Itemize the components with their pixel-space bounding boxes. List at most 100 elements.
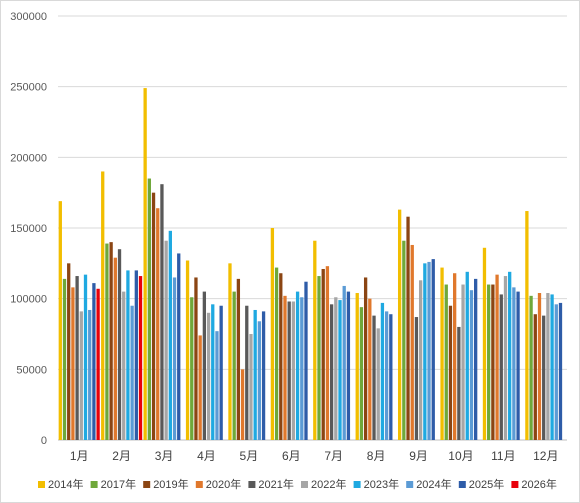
- bar: [126, 270, 130, 440]
- bar: [338, 300, 342, 440]
- legend-label: 2024年: [416, 477, 451, 491]
- bar: [96, 288, 100, 440]
- bar: [274, 267, 279, 440]
- legend-swatch: [90, 481, 98, 488]
- bar: [134, 270, 138, 440]
- bar: [172, 277, 177, 440]
- legend-label: 2017年: [101, 477, 136, 491]
- legend-label: 2020年: [206, 477, 241, 491]
- bar: [355, 293, 359, 440]
- bar: [122, 291, 126, 440]
- bar: [130, 305, 134, 440]
- bar: [406, 216, 410, 440]
- bar: [67, 263, 71, 440]
- bar: [147, 178, 151, 441]
- x-category-label: 6月: [282, 449, 301, 463]
- bar: [533, 314, 537, 440]
- bar: [542, 315, 546, 440]
- bar: [537, 293, 542, 440]
- bar: [62, 278, 67, 440]
- bar: [211, 304, 215, 440]
- bar: [194, 277, 198, 440]
- bar: [291, 301, 296, 440]
- bar: [418, 280, 423, 440]
- bar: [198, 335, 202, 440]
- y-tick-label: 250000: [10, 82, 47, 94]
- x-category-label: 7月: [324, 449, 343, 463]
- bar: [58, 201, 62, 440]
- bar: [113, 257, 117, 440]
- bar: [461, 284, 465, 440]
- bar: [457, 326, 461, 440]
- bar: [228, 263, 232, 440]
- x-category-label: 1月: [70, 449, 89, 463]
- legend-label: 2021年: [258, 477, 293, 491]
- bar: [219, 305, 223, 440]
- bar: [295, 291, 300, 440]
- bar: [487, 284, 491, 440]
- x-category-label: 9月: [409, 449, 428, 463]
- bar: [83, 274, 88, 440]
- bar: [329, 304, 334, 440]
- bar: [363, 277, 368, 440]
- bar: [410, 244, 414, 440]
- legend-swatch: [406, 481, 414, 488]
- bar: [79, 311, 83, 440]
- bar: [143, 88, 147, 440]
- bar: [503, 276, 508, 440]
- bar: [402, 240, 406, 440]
- y-tick-label: 0: [41, 435, 47, 447]
- bar: [245, 305, 249, 440]
- bar: [431, 259, 435, 440]
- legend-label: 2026年: [521, 477, 556, 491]
- bar: [389, 314, 393, 440]
- bar: [317, 276, 321, 440]
- bar: [232, 291, 236, 440]
- bar: [185, 260, 190, 440]
- bar: [529, 295, 533, 440]
- x-category-label: 11月: [491, 449, 515, 463]
- y-tick-label: 100000: [10, 294, 47, 306]
- y-tick-label: 150000: [10, 223, 47, 235]
- legend-label: 2023年: [364, 477, 399, 491]
- bar: [300, 297, 304, 440]
- bar: [249, 334, 253, 440]
- bar: [101, 171, 105, 440]
- legend-label: 2022年: [311, 477, 346, 491]
- bar: [334, 297, 338, 440]
- bar: [156, 208, 160, 440]
- legend-label: 2019年: [153, 477, 188, 491]
- x-category-label: 2月: [112, 449, 131, 463]
- bar: [414, 317, 419, 440]
- bar: [368, 298, 372, 440]
- bar: [190, 297, 194, 440]
- legend-swatch: [143, 481, 151, 488]
- bar: [202, 291, 207, 440]
- bar: [558, 302, 563, 440]
- bar: [554, 304, 558, 440]
- bar: [325, 266, 330, 440]
- legend-label: 2025年: [469, 477, 504, 491]
- bar: [474, 278, 478, 440]
- legend-swatch: [458, 481, 466, 488]
- bar: [257, 321, 262, 440]
- bar: [376, 328, 380, 440]
- bar: [546, 293, 550, 440]
- bar: [384, 311, 389, 440]
- x-category-label: 8月: [367, 449, 386, 463]
- bar: [105, 243, 109, 440]
- bar: [469, 290, 474, 440]
- bar: [499, 294, 503, 440]
- bar: [283, 295, 287, 440]
- legend-swatch: [195, 481, 203, 488]
- legend-swatch: [301, 481, 308, 488]
- bar: [423, 263, 427, 440]
- bar: [448, 305, 453, 440]
- x-category-label: 12月: [533, 449, 558, 463]
- bar: [151, 192, 156, 440]
- bar: [313, 240, 317, 440]
- bar: [71, 287, 75, 440]
- bar: [346, 291, 351, 440]
- bar: [92, 283, 96, 440]
- bar: [550, 294, 554, 440]
